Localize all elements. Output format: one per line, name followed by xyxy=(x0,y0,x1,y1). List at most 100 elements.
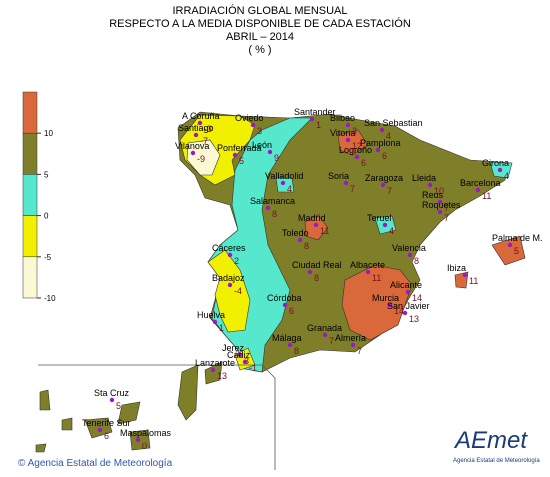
canary-frame xyxy=(38,364,276,470)
station-dot xyxy=(375,147,381,153)
station-value: -9 xyxy=(197,154,205,164)
station-name: Murcia xyxy=(372,293,399,303)
station-dot xyxy=(109,397,115,403)
station-value: -7 xyxy=(200,136,208,146)
station-name: San Javier xyxy=(387,301,430,311)
station-name: San Sebastian xyxy=(364,118,423,128)
station-dot xyxy=(380,182,386,188)
station-name: Vilanova xyxy=(175,141,209,151)
station-name: Santiago xyxy=(178,123,214,133)
station-dot xyxy=(307,269,313,275)
station-dot xyxy=(407,252,413,258)
station-value: 8 xyxy=(272,209,277,219)
station-dot xyxy=(354,154,360,160)
station-value: 3 xyxy=(257,126,262,136)
legend: 10 5 0 -5 -10 xyxy=(22,91,56,303)
station-dot xyxy=(297,237,303,243)
legend-band xyxy=(22,174,38,216)
legend-band xyxy=(22,91,38,134)
station-dot xyxy=(210,367,216,373)
station-value: -1 xyxy=(249,363,257,373)
station-name: Palma de M. xyxy=(492,233,543,243)
station-dot xyxy=(437,199,443,205)
station-dot xyxy=(267,149,273,155)
station-value: 14 xyxy=(412,293,422,303)
station-dot xyxy=(97,427,103,433)
station-name: Granada xyxy=(307,323,342,333)
station-value: 10 xyxy=(434,186,444,196)
station-dot xyxy=(387,302,393,308)
station-name: Ponferrada xyxy=(217,143,262,153)
station-name: Ibiza xyxy=(447,263,466,273)
station-name: Girona xyxy=(482,158,509,168)
station-name: Córdoba xyxy=(267,293,302,303)
station-name: Lanzarote xyxy=(195,358,235,368)
station-dot xyxy=(227,252,233,258)
station-value: 7 xyxy=(357,346,362,356)
station-name: Soria xyxy=(328,171,349,181)
legend-tick-label: -10 xyxy=(44,294,56,303)
station-name: Zaragoza xyxy=(365,173,403,183)
station-name: Alicante xyxy=(390,280,422,290)
station-dot xyxy=(237,352,243,358)
station-name: Salamanca xyxy=(250,196,295,206)
station-name: Ciudad Real xyxy=(292,260,342,270)
legend-band xyxy=(22,132,38,175)
station-name: Albacete xyxy=(350,260,385,270)
station-value: 7 xyxy=(350,184,355,194)
station-dot xyxy=(345,137,351,143)
station-dot xyxy=(280,180,286,186)
station-dot xyxy=(365,269,371,275)
station-value: 7 xyxy=(329,336,334,346)
station-dot xyxy=(379,127,385,133)
station-dot xyxy=(265,205,271,211)
station-dot xyxy=(350,342,356,348)
station-value: 8 xyxy=(294,346,299,356)
station-name: Cáceres xyxy=(212,243,246,253)
station-dot xyxy=(507,242,513,248)
station-value: 7 xyxy=(387,186,392,196)
station-name: Lleida xyxy=(412,173,436,183)
station-dot xyxy=(309,116,315,122)
station-value: 6 xyxy=(382,151,387,161)
station-dot xyxy=(322,332,328,338)
station-value: 5 xyxy=(514,246,519,256)
legend-tick-label: 5 xyxy=(44,170,49,179)
station-dot xyxy=(282,302,288,308)
station-value: 5 xyxy=(116,401,121,411)
station-name: Roquetes xyxy=(422,200,461,210)
station-name: Sta Cruz xyxy=(94,388,130,398)
title-line: ABRIL – 2014 xyxy=(226,31,294,43)
station-name: A Coruña xyxy=(182,111,220,121)
station-value: 2 xyxy=(234,256,239,266)
station-value: -4 xyxy=(234,286,242,296)
station-name: Logroño xyxy=(339,145,372,155)
station-value: 6 xyxy=(104,431,109,441)
station-dot xyxy=(197,120,203,126)
title: IRRADIACIÓN GLOBAL MENSUAL RESPECTO A LA… xyxy=(109,4,411,56)
station-name: León xyxy=(252,140,272,150)
station-value: 8 xyxy=(314,273,319,283)
station-value: 1 xyxy=(219,323,224,333)
station-name: Vitoria xyxy=(330,128,355,138)
station-name: Huelva xyxy=(197,310,225,320)
station-value: 13 xyxy=(217,371,227,381)
station-name: Pamplona xyxy=(360,138,401,148)
station-value: 6 xyxy=(289,306,294,316)
station-dot xyxy=(250,122,256,128)
station-dot xyxy=(345,122,351,128)
station-dot xyxy=(135,437,141,443)
station-value: 9 xyxy=(274,153,279,163)
station-name: Cádiz xyxy=(227,350,251,360)
station-dot xyxy=(227,282,233,288)
station-name: Teruel xyxy=(367,213,392,223)
station-dot xyxy=(382,222,388,228)
station-value: 5 xyxy=(239,156,244,166)
station-name: Barcelona xyxy=(460,178,501,188)
station-dot xyxy=(212,319,218,325)
footer: © Agencia Estatal de Meteorología xyxy=(18,458,173,469)
station-dot xyxy=(462,272,468,278)
station-name: Toledo xyxy=(282,228,309,238)
